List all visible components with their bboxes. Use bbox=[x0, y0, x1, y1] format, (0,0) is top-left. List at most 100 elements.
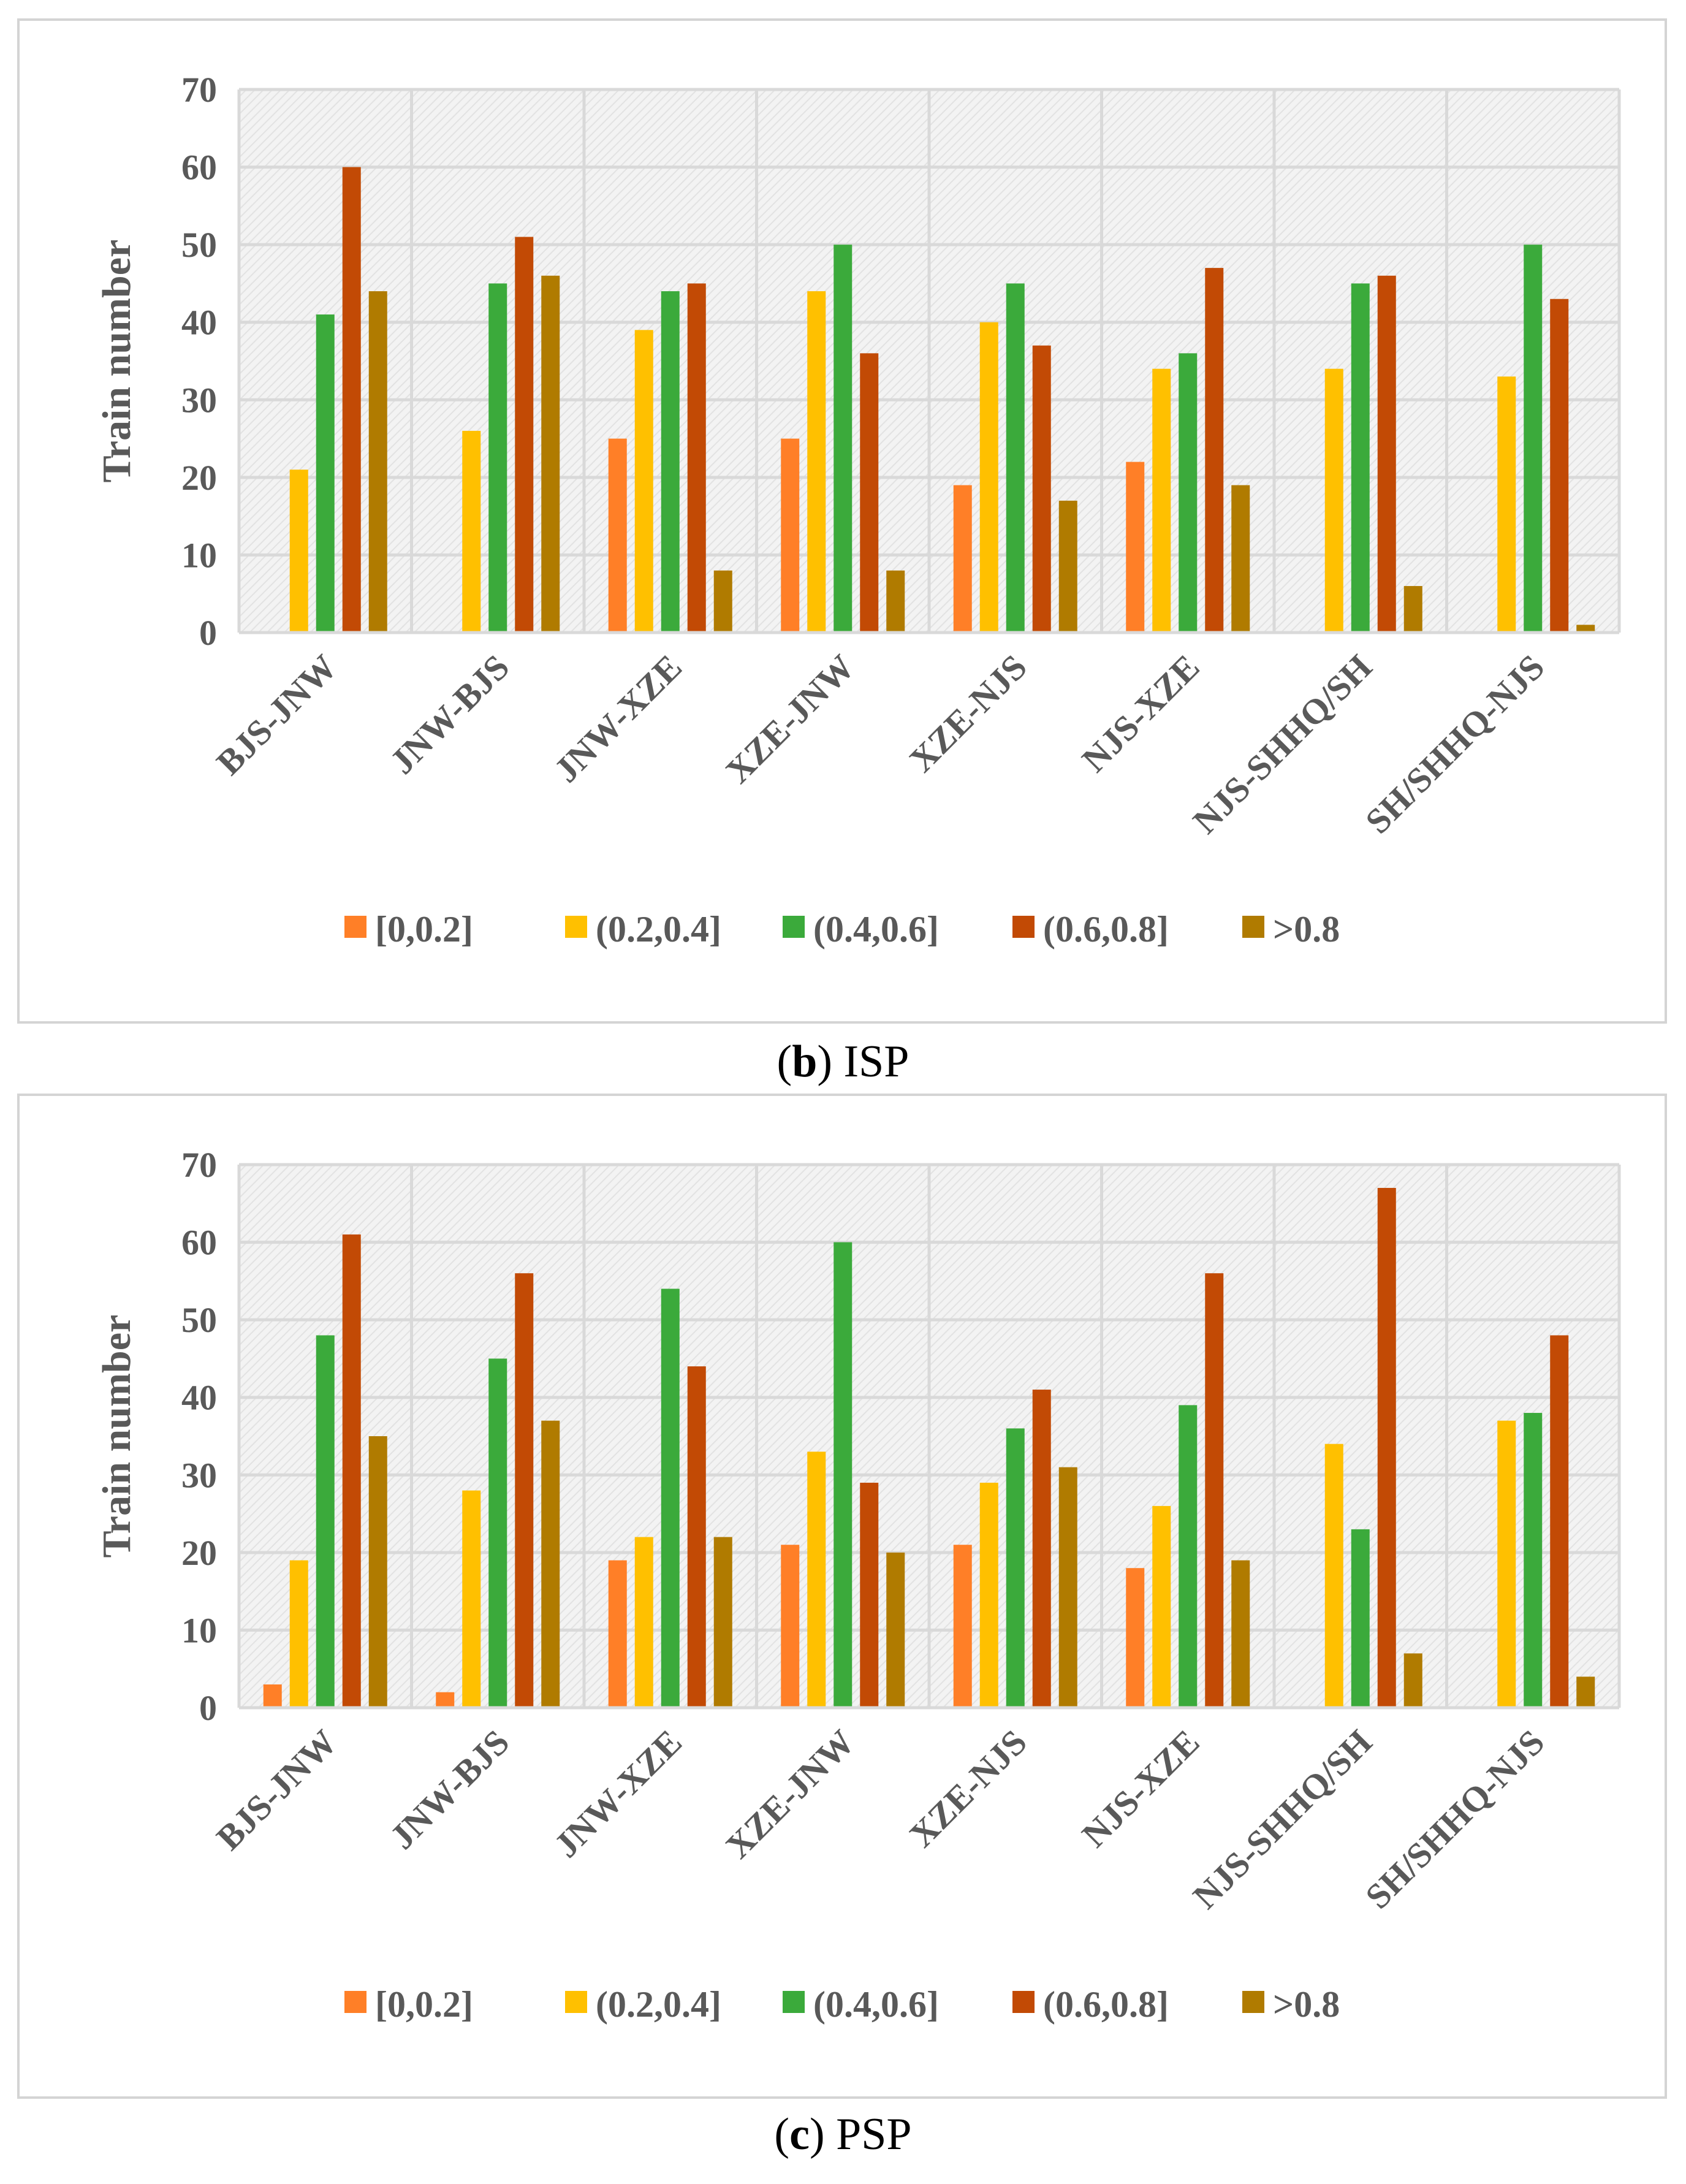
bar-sh-shhq-njs-series-3 bbox=[1550, 1335, 1569, 1708]
y-tick-label: 60 bbox=[181, 1223, 217, 1263]
bar-njs-shhq-sh-series-2 bbox=[1351, 283, 1370, 633]
x-tick-label: XZE-NJS bbox=[902, 1722, 1035, 1855]
bar-jnw-xze-series-2 bbox=[661, 291, 680, 633]
bar-bjs-jnw-series-2 bbox=[316, 314, 335, 633]
legend-swatch bbox=[565, 916, 587, 938]
bar-jnw-bjs-series-4 bbox=[541, 275, 560, 633]
legend-swatch bbox=[1012, 916, 1035, 938]
y-tick-label: 40 bbox=[181, 303, 217, 343]
bar-bjs-jnw-series-1 bbox=[289, 470, 308, 633]
y-tick-label: 30 bbox=[181, 1455, 217, 1495]
bar-jnw-xze-series-1 bbox=[634, 330, 653, 633]
y-tick-label: 40 bbox=[181, 1378, 217, 1418]
bar-jnw-xze-series-0 bbox=[608, 1560, 627, 1708]
bar-njs-xze-series-3 bbox=[1205, 1273, 1224, 1708]
y-tick-label: 70 bbox=[181, 70, 217, 110]
bar-bjs-jnw-series-0 bbox=[263, 1684, 282, 1708]
bar-sh-shhq-njs-series-4 bbox=[1576, 625, 1595, 633]
y-tick-label: 30 bbox=[181, 380, 217, 420]
figure-caption-b: (b) ISP bbox=[777, 1037, 909, 1087]
x-tick-label: JNW-XZE bbox=[546, 647, 689, 790]
legend-label: [0,0.2] bbox=[375, 909, 473, 949]
bar-xze-njs-series-4 bbox=[1058, 500, 1077, 633]
bar-jnw-bjs-series-1 bbox=[462, 430, 481, 633]
bar-jnw-xze-series-1 bbox=[634, 1537, 653, 1708]
bar-sh-shhq-njs-series-1 bbox=[1497, 1420, 1516, 1708]
legend-label: >0.8 bbox=[1273, 909, 1340, 949]
y-tick-label: 10 bbox=[181, 1610, 217, 1650]
y-tick-label: 0 bbox=[199, 613, 217, 653]
bar-sh-shhq-njs-series-4 bbox=[1576, 1676, 1595, 1708]
bar-njs-xze-series-0 bbox=[1126, 1568, 1145, 1708]
bar-njs-xze-series-4 bbox=[1231, 1560, 1250, 1708]
bar-jnw-bjs-series-2 bbox=[488, 1358, 507, 1708]
x-tick-label: JNW-XZE bbox=[546, 1722, 689, 1865]
chart-panel-psp: 0 10 20 30 40 50 60 70 BJS-JNW JNW-BJS JNW-XZE XZE-… bbox=[17, 1094, 1667, 2099]
bar-jnw-bjs-series-3 bbox=[515, 237, 534, 633]
bar-sh-shhq-njs-series-1 bbox=[1497, 376, 1516, 633]
y-tick-label: 20 bbox=[181, 1533, 217, 1573]
legend-swatch bbox=[344, 1991, 366, 2013]
bar-xze-njs-series-3 bbox=[1032, 345, 1051, 633]
bar-bjs-jnw-series-2 bbox=[316, 1335, 335, 1708]
bar-xze-jnw-series-3 bbox=[860, 353, 879, 633]
bar-xze-njs-series-0 bbox=[953, 1545, 972, 1708]
bar-xze-njs-series-2 bbox=[1006, 283, 1025, 633]
bar-bjs-jnw-series-4 bbox=[368, 291, 387, 633]
bar-xze-njs-series-1 bbox=[979, 1482, 998, 1708]
y-axis-title: Train number bbox=[94, 240, 139, 483]
legend-label: (0.2,0.4] bbox=[596, 1984, 721, 2025]
bar-xze-jnw-series-4 bbox=[886, 570, 905, 633]
y-tick-label: 60 bbox=[181, 148, 217, 188]
bar-bjs-jnw-series-3 bbox=[342, 167, 361, 633]
bar-xze-jnw-series-2 bbox=[834, 245, 852, 633]
bar-jnw-xze-series-2 bbox=[661, 1288, 680, 1708]
bar-njs-shhq-sh-series-3 bbox=[1377, 275, 1396, 633]
bar-sh-shhq-njs-series-2 bbox=[1524, 1413, 1543, 1708]
x-tick-label: NJS-SHHQ/SH bbox=[1185, 1722, 1380, 1916]
legend-swatch bbox=[1012, 1991, 1035, 2013]
bar-jnw-xze-series-0 bbox=[608, 438, 627, 633]
x-tick-label: NJS-XZE bbox=[1074, 647, 1207, 780]
legend-label: (0.4,0.6] bbox=[813, 1984, 939, 2025]
bar-njs-xze-series-2 bbox=[1179, 1405, 1198, 1708]
legend-swatch bbox=[344, 916, 366, 938]
bar-jnw-bjs-series-4 bbox=[541, 1420, 560, 1708]
legend-swatch bbox=[1242, 916, 1264, 938]
y-tick-label: 20 bbox=[181, 458, 217, 498]
y-tick-label: 70 bbox=[181, 1145, 217, 1185]
figure-caption-c: (c) PSP bbox=[774, 2109, 912, 2159]
bar-njs-xze-series-1 bbox=[1152, 1505, 1171, 1708]
bar-jnw-xze-series-3 bbox=[687, 1366, 706, 1708]
bar-jnw-bjs-series-1 bbox=[462, 1490, 481, 1708]
x-tick-label: JNW-BJS bbox=[382, 1722, 517, 1857]
bar-jnw-bjs-series-0 bbox=[436, 1692, 455, 1708]
x-tick-label: JNW-BJS bbox=[382, 647, 517, 782]
x-tick-label: BJS-JNW bbox=[209, 1722, 344, 1857]
y-tick-label: 0 bbox=[199, 1688, 217, 1728]
bar-xze-jnw-series-4 bbox=[886, 1552, 905, 1708]
x-tick-label: SH/SHHQ-NJS bbox=[1358, 647, 1552, 841]
bar-njs-xze-series-1 bbox=[1152, 368, 1171, 633]
bar-xze-njs-series-1 bbox=[979, 322, 998, 633]
x-tick-label: NJS-XZE bbox=[1074, 1722, 1207, 1855]
x-tick-label: SH/SHHQ-NJS bbox=[1358, 1722, 1552, 1916]
chart-panel-isp: 0 10 20 30 40 50 60 70 BJS-JNW JNW-BJS JNW-XZE XZE-… bbox=[17, 18, 1667, 1024]
bar-xze-jnw-series-0 bbox=[781, 438, 800, 633]
x-tick-label: NJS-SHHQ/SH bbox=[1185, 647, 1380, 841]
bar-sh-shhq-njs-series-2 bbox=[1524, 245, 1543, 633]
y-tick-label: 50 bbox=[181, 1300, 217, 1340]
bar-njs-shhq-sh-series-3 bbox=[1377, 1187, 1396, 1708]
bar-njs-xze-series-0 bbox=[1126, 462, 1145, 633]
x-tick-label: BJS-JNW bbox=[209, 647, 344, 782]
caption-letter: b bbox=[792, 1037, 818, 1087]
legend-swatch bbox=[783, 916, 805, 938]
bar-xze-jnw-series-0 bbox=[781, 1545, 800, 1708]
y-axis-title: Train number bbox=[94, 1315, 139, 1558]
y-tick-label: 50 bbox=[181, 225, 217, 265]
bar-bjs-jnw-series-4 bbox=[368, 1436, 387, 1708]
bar-njs-shhq-sh-series-4 bbox=[1403, 1653, 1422, 1708]
legend-label: (0.6,0.8] bbox=[1043, 909, 1169, 949]
legend-label: (0.2,0.4] bbox=[596, 909, 721, 949]
